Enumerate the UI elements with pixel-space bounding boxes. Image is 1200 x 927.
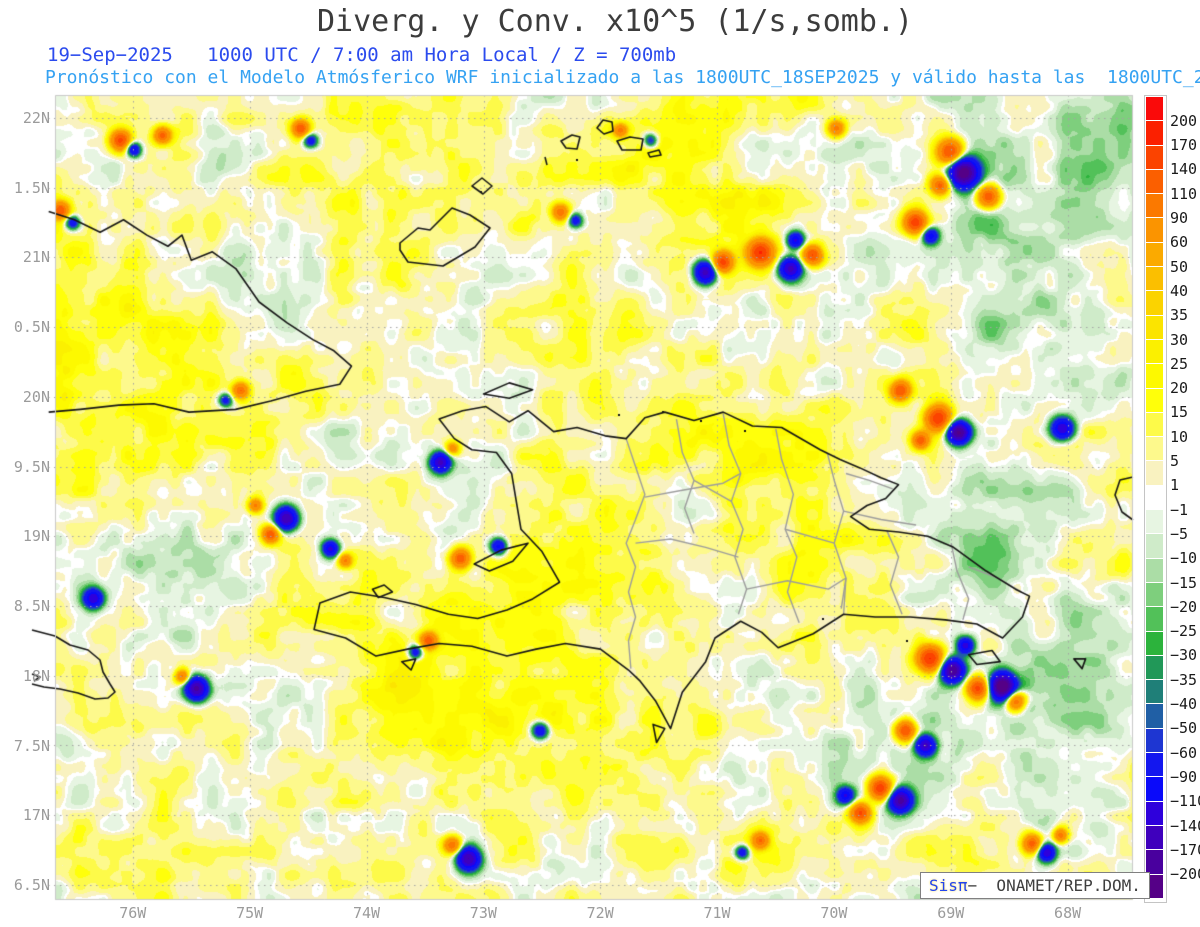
colorbar-label: 20	[1170, 379, 1189, 398]
colorbar-label: −50	[1170, 719, 1198, 738]
lon-axis-label: 70W	[820, 904, 848, 922]
colorbar-label: −200	[1170, 865, 1200, 884]
colorbar-label: −170	[1170, 840, 1200, 859]
colorbar-label: −40	[1170, 695, 1198, 713]
colorbar-segment	[1146, 728, 1163, 754]
colorbar-label: 170	[1170, 136, 1198, 155]
colorbar-label: 90	[1170, 209, 1189, 227]
colorbar-segment	[1146, 704, 1163, 729]
colorbar-label: −25	[1170, 622, 1198, 641]
colorbar-segment	[1146, 145, 1163, 170]
colorbar-label: −20	[1170, 597, 1198, 616]
lat-axis-label: 0.5N	[13, 318, 50, 337]
colorbar-segment	[1146, 315, 1163, 340]
colorbar-segment	[1146, 558, 1163, 583]
model-info-line: Pronóstico con el Modelo Atmósferico WRF…	[45, 67, 1200, 88]
lon-axis-label: 75W	[236, 904, 264, 922]
colorbar-segment	[1146, 485, 1163, 511]
watermark-brand: Sisπ	[929, 876, 968, 895]
colorbar-label: 50	[1170, 257, 1189, 276]
colorbar-label: −60	[1170, 743, 1198, 762]
chart-title: Diverg. y Conv. x10^5 (1/s,somb.)	[316, 4, 914, 39]
colorbar-segment	[1146, 388, 1163, 413]
colorbar-label: 35	[1170, 306, 1189, 325]
colorbar-segment	[1146, 242, 1163, 268]
colorbar-segment	[1146, 631, 1163, 656]
lat-axis-label: 7.5N	[13, 736, 50, 755]
colorbar-segment	[1146, 874, 1163, 899]
colorbar-label: −140	[1170, 816, 1200, 835]
lon-axis-label: 76W	[119, 904, 147, 922]
lat-axis-label: 19N	[22, 527, 50, 546]
colorbar-label: −35	[1170, 670, 1198, 689]
colorbar-segment	[1146, 607, 1163, 632]
colorbar-segment	[1146, 461, 1163, 486]
colorbar-label: 140	[1170, 160, 1198, 179]
colorbar-label: 10	[1170, 427, 1189, 446]
colorbar-segment	[1146, 339, 1163, 365]
lat-axis-label: 1.5N	[13, 178, 50, 197]
colorbar-segment	[1146, 777, 1163, 802]
colorbar-segment	[1146, 582, 1163, 608]
colorbar-segment	[1146, 655, 1163, 681]
colorbar-label: −5	[1170, 524, 1189, 543]
colorbar-label: 30	[1170, 330, 1189, 349]
colorbar-segment	[1146, 169, 1163, 195]
watermark-org: − ONAMET/REP.DOM.	[967, 876, 1141, 895]
colorbar-label: 15	[1170, 403, 1189, 422]
colorbar-segment	[1146, 801, 1163, 826]
colorbar-label: 25	[1170, 354, 1189, 373]
lat-axis-label: 8.5N	[13, 597, 50, 616]
lat-axis-label: 6.5N	[13, 876, 50, 895]
colorbar-label: 40	[1170, 281, 1189, 300]
colorbar-label: 200	[1170, 111, 1198, 130]
colorbar-segment	[1146, 850, 1163, 875]
colorbar-segment	[1146, 680, 1163, 705]
colorbar-label: −30	[1170, 646, 1198, 665]
lon-axis-label: 74W	[352, 904, 381, 922]
colorbar-segment	[1146, 510, 1163, 535]
lat-axis-label: 21N	[22, 248, 50, 267]
valid-time-line: 19−Sep−2025 1000 UTC / 7:00 am Hora Loca…	[47, 44, 677, 66]
colorbar-label: −15	[1170, 573, 1198, 592]
colorbar-segment	[1146, 218, 1163, 243]
colorbar-label: 110	[1170, 184, 1198, 203]
colorbar-segment	[1146, 825, 1163, 851]
lat-axis-label: 20N	[22, 387, 50, 406]
lon-axis-label: 69W	[937, 904, 965, 922]
colorbar-segment	[1146, 97, 1163, 122]
colorbar	[1144, 95, 1167, 903]
colorbar-segment	[1146, 267, 1163, 292]
lon-axis-label: 73W	[469, 904, 497, 922]
lon-axis-label: 71W	[703, 904, 731, 922]
colorbar-label: −90	[1170, 767, 1198, 786]
lon-axis-label: 72W	[586, 904, 614, 922]
colorbar-label: −110	[1170, 792, 1200, 811]
colorbar-segment	[1146, 534, 1163, 559]
lat-axis-label: 22N	[22, 109, 50, 127]
colorbar-segment	[1146, 121, 1163, 146]
colorbar-label: 5	[1170, 452, 1180, 470]
colorbar-segment	[1146, 753, 1163, 778]
colorbar-segment	[1146, 291, 1163, 316]
lon-axis-label: 68W	[1054, 904, 1082, 922]
colorbar-label: 1	[1170, 476, 1180, 495]
colorbar-segment	[1146, 412, 1163, 438]
lat-axis-label: 9.5N	[13, 457, 50, 476]
colorbar-segment	[1146, 364, 1163, 389]
colorbar-label: −10	[1170, 549, 1198, 568]
colorbar-segment	[1146, 194, 1163, 219]
colorbar-label: 60	[1170, 233, 1189, 252]
colorbar-label: −1	[1170, 500, 1189, 519]
colorbar-segment	[1146, 437, 1163, 462]
lat-axis-label: 18N	[22, 666, 50, 685]
lat-axis-label: 17N	[22, 806, 50, 825]
watermark-box: Sisπ − ONAMET/REP.DOM.	[920, 872, 1150, 899]
